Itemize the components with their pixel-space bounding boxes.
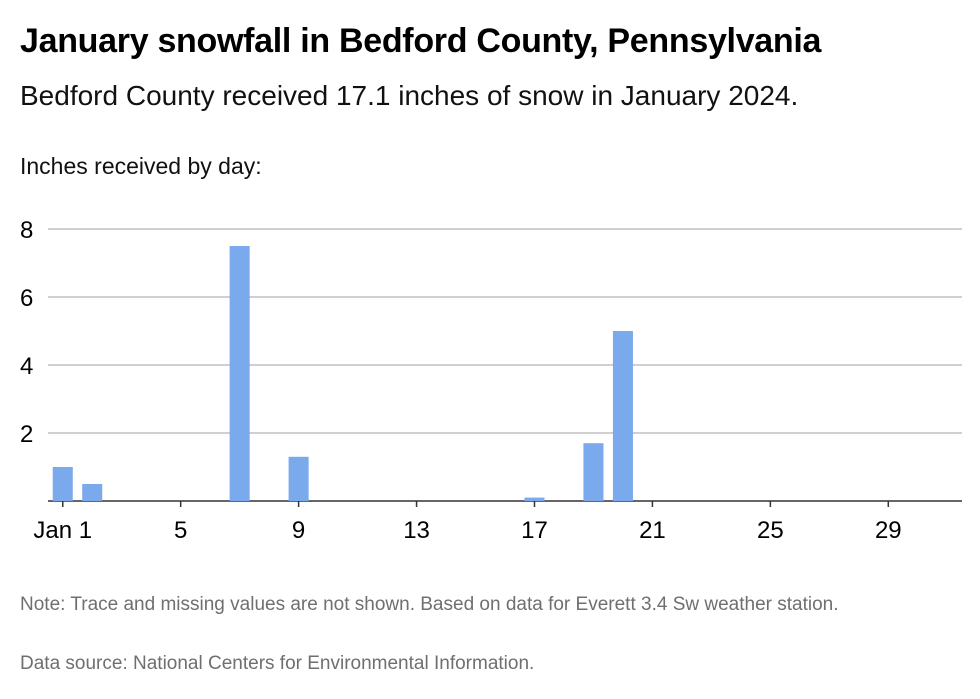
x-tick-label: Jan 1 xyxy=(33,517,92,544)
grid-lines xyxy=(48,228,962,502)
bar-day-20 xyxy=(612,331,633,501)
y-tick-label: 2 xyxy=(20,421,33,448)
x-tick-label: 5 xyxy=(174,517,187,544)
bar-day-2 xyxy=(82,484,103,501)
y-tick-label: 6 xyxy=(20,285,33,312)
bar-day-17 xyxy=(524,497,545,501)
x-tick-label: 13 xyxy=(403,517,430,544)
chart-note: Note: Trace and missing values are not s… xyxy=(20,594,839,615)
bar-day-19 xyxy=(583,443,604,501)
x-tick-label: 25 xyxy=(757,517,784,544)
bar-day-9 xyxy=(288,456,309,501)
x-tick-label: 29 xyxy=(875,517,902,544)
data-source: Data source: National Centers for Enviro… xyxy=(20,653,535,674)
x-tick-label: 21 xyxy=(639,517,666,544)
bar-day-7 xyxy=(229,246,250,501)
x-tick-label: 17 xyxy=(521,517,548,544)
y-axis-label: Inches received by day: xyxy=(20,153,262,179)
bars xyxy=(52,246,633,501)
snowfall-bar-chart: Jan 1 5 9 13 17 21 25 29 2 4 6 8 xyxy=(20,217,962,544)
bar-day-1 xyxy=(52,467,73,501)
x-tick-label: 9 xyxy=(292,517,305,544)
y-tick-label: 8 xyxy=(20,217,33,244)
y-tick-label: 4 xyxy=(20,353,33,380)
x-ticks: Jan 1 5 9 13 17 21 25 29 xyxy=(33,501,902,544)
y-ticks: 2 4 6 8 xyxy=(20,217,33,448)
chart-subtitle: Bedford County received 17.1 inches of s… xyxy=(20,80,799,111)
chart-title: January snowfall in Bedford County, Penn… xyxy=(20,22,822,60)
